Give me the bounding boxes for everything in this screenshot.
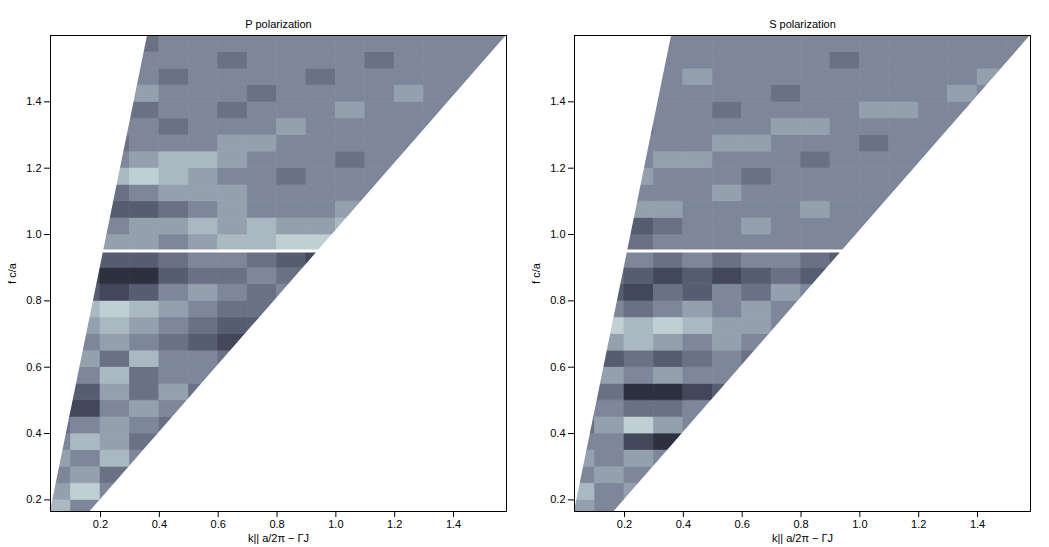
svg-text:1.4: 1.4 xyxy=(446,518,461,530)
svg-text:0.2: 0.2 xyxy=(617,518,632,530)
svg-text:0.4: 0.4 xyxy=(676,518,691,530)
svg-text:k|| a/2π − ΓJ: k|| a/2π − ΓJ xyxy=(772,532,833,544)
svg-text:f c/a: f c/a xyxy=(530,262,542,284)
svg-text:0.8: 0.8 xyxy=(793,518,808,530)
svg-text:0.4: 0.4 xyxy=(550,427,565,439)
svg-text:0.8: 0.8 xyxy=(26,294,41,306)
svg-text:1.2: 1.2 xyxy=(387,518,402,530)
svg-text:0.2: 0.2 xyxy=(550,493,565,505)
svg-text:1.0: 1.0 xyxy=(26,228,41,240)
svg-text:1.0: 1.0 xyxy=(852,518,867,530)
svg-text:1.0: 1.0 xyxy=(550,228,565,240)
svg-text:0.8: 0.8 xyxy=(269,518,284,530)
svg-text:0.8: 0.8 xyxy=(550,294,565,306)
svg-text:0.4: 0.4 xyxy=(26,427,41,439)
svg-text:S polarization: S polarization xyxy=(769,18,836,30)
svg-text:1.2: 1.2 xyxy=(550,162,565,174)
svg-text:1.4: 1.4 xyxy=(970,518,985,530)
svg-text:1.2: 1.2 xyxy=(26,162,41,174)
svg-text:0.6: 0.6 xyxy=(26,361,41,373)
svg-text:0.6: 0.6 xyxy=(550,361,565,373)
svg-text:1.4: 1.4 xyxy=(26,95,41,107)
svg-text:0.2: 0.2 xyxy=(93,518,108,530)
svg-text:0.4: 0.4 xyxy=(152,518,167,530)
svg-text:1.2: 1.2 xyxy=(911,518,926,530)
svg-text:0.6: 0.6 xyxy=(211,518,226,530)
svg-text:k|| a/2π − ΓJ: k|| a/2π − ΓJ xyxy=(248,532,309,544)
svg-text:P polarization: P polarization xyxy=(245,18,311,30)
svg-text:1.0: 1.0 xyxy=(328,518,343,530)
svg-text:f c/a: f c/a xyxy=(6,262,18,284)
svg-text:0.2: 0.2 xyxy=(26,493,41,505)
svg-text:0.6: 0.6 xyxy=(735,518,750,530)
svg-text:1.4: 1.4 xyxy=(550,95,565,107)
